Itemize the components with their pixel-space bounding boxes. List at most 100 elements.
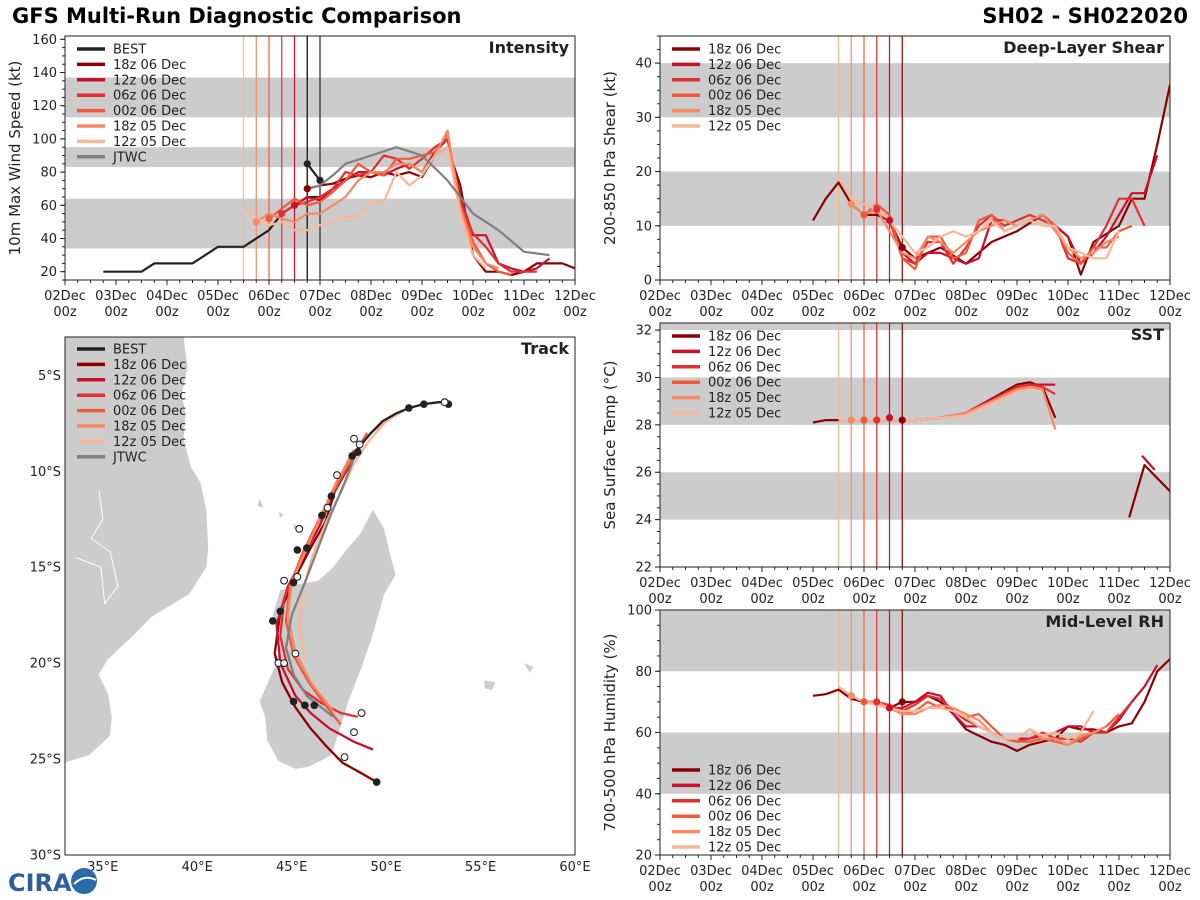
track-line-00z-06-dec: [284, 432, 369, 726]
sst-legend-label-00z-06-dec: 00z 06 Dec: [708, 376, 781, 391]
intensity-xtick-label: 06Dec: [248, 289, 290, 304]
track-position-dot: [420, 400, 428, 408]
intensity-xtick-label: 12Dec: [554, 289, 596, 304]
rh-xtick-label: 00z: [1158, 880, 1182, 895]
island-0: [257, 498, 264, 508]
sst-init-dot-00z-06-dec: [860, 416, 868, 424]
intensity-legend-label-12z-06-dec: 12z 06 Dec: [113, 73, 186, 88]
sst-xtick-label: 00z: [1005, 592, 1029, 607]
rh-xtick-label: 04Dec: [741, 864, 783, 879]
sst-xtick-label: 00z: [699, 592, 723, 607]
track-ytick-label: 20°S: [30, 657, 61, 672]
shear-band-1: [660, 63, 1170, 118]
track-position-open-dot: [340, 753, 349, 762]
intensity-series-group: [103, 129, 575, 277]
track-xtick-label: 45°E: [276, 860, 307, 875]
shear-legend-label-06z-06-dec: 06z 06 Dec: [708, 73, 781, 88]
sst-series-group: [812, 381, 1170, 518]
track-position-dot: [276, 607, 285, 616]
track-position-dot: [268, 617, 277, 625]
rh-xtick-label: 08Dec: [945, 864, 987, 879]
track-xtick-label: 60°E: [559, 860, 590, 875]
rh-xtick-label: 10Dec: [1047, 864, 1089, 879]
sst-xtick-label: 00z: [1107, 592, 1131, 607]
intensity-panel: 2040608010012014016002Dec00z03Dec00z04De…: [6, 33, 596, 320]
sst-ytick-label: 32: [635, 324, 652, 339]
intensity-ytick-label: 40: [40, 232, 57, 247]
track-line-best: [351, 401, 449, 457]
sst-xtick-label: 05Dec: [792, 576, 834, 591]
sst-xtick-label: 02Dec: [639, 576, 681, 591]
rh-legend-label-06z-06-dec: 06z 06 Dec: [708, 794, 781, 809]
track-position-open-dot: [323, 503, 332, 512]
rh-ytick-label: 100: [627, 604, 652, 619]
track-legend-label-12z-06-dec: 12z 06 Dec: [113, 373, 186, 388]
track-position-open-dot: [280, 576, 289, 585]
track-xtick-label: 50°E: [370, 860, 401, 875]
rh-xtick-label: 02Dec: [639, 864, 681, 879]
shear-ytick-label: 0: [644, 274, 652, 289]
sst-xtick-label: 00z: [903, 592, 927, 607]
sst-xtick-label: 08Dec: [945, 576, 987, 591]
rh-xtick-label: 07Dec: [894, 864, 936, 879]
sst-legend-label-18z-06-dec: 18z 06 Dec: [708, 330, 781, 345]
sst-xtick-label: 12Dec: [1149, 576, 1191, 591]
shear-init-dot-18z-06-dec: [898, 243, 906, 252]
sst-xtick-label: 00z: [1158, 592, 1182, 607]
shear-init-dot-06z-06-dec: [873, 205, 881, 214]
track-position-dot: [353, 448, 362, 456]
rh-ytick-label: 60: [635, 726, 652, 741]
rh-legend-label-12z-05-dec: 12z 05 Dec: [708, 841, 781, 856]
rh-xtick-label: 00z: [801, 880, 825, 895]
track-position-open-dot: [295, 524, 304, 533]
intensity-xtick-label: 07Dec: [299, 289, 341, 304]
sst-xtick-label: 11Dec: [1098, 576, 1140, 591]
intensity-legend-label-12z-05-dec: 12z 05 Dec: [113, 135, 186, 150]
logo-swirl-icon: [73, 876, 97, 885]
intensity-legend-label-best: BEST: [113, 43, 146, 58]
rh-ytick-label: 20: [635, 849, 652, 864]
rh-xtick-label: 00z: [648, 880, 672, 895]
intensity-xtick-label: 05Dec: [197, 289, 239, 304]
shear-legend-label-18z-05-dec: 18z 05 Dec: [708, 104, 781, 119]
sst-xtick-label: 00z: [852, 592, 876, 607]
shear-xtick-label: 12Dec: [1149, 289, 1191, 304]
shear-legend-label-18z-06-dec: 18z 06 Dec: [708, 43, 781, 58]
track-title: Track: [521, 339, 569, 358]
rh-line-12z-05-dec-5: [837, 685, 1095, 740]
sst-legend-label-18z-05-dec: 18z 05 Dec: [708, 391, 781, 406]
intensity-xtick-label: 00z: [359, 305, 383, 320]
logo-globe-icon: [71, 868, 97, 894]
shear-legend-label-12z-06-dec: 12z 06 Dec: [708, 58, 781, 73]
intensity-title: Intensity: [489, 38, 570, 57]
intensity-xtick-label: 00z: [512, 305, 536, 320]
rh-xtick-label: 05Dec: [792, 864, 834, 879]
intensity-legend-label-00z-06-dec: 00z 06 Dec: [113, 104, 186, 119]
shear-ytick-label: 10: [635, 219, 652, 234]
track-position-open-dot: [333, 471, 341, 480]
intensity-xtick-label: 08Dec: [350, 289, 392, 304]
shear-ylabel: 200-850 hPa Shear (kt): [601, 71, 619, 245]
shear-panel: 01020304002Dec00z03Dec00z04Dec00z05Dec00…: [601, 35, 1191, 320]
shear-xtick-label: 03Dec: [690, 289, 732, 304]
intensity-xtick-label: 00z: [104, 305, 128, 320]
shear-init-dot-00z-06-dec: [860, 211, 868, 219]
rh-legend-label-00z-06-dec: 00z 06 Dec: [708, 810, 781, 825]
shear-xtick-label: 08Dec: [945, 289, 987, 304]
track-position-dot: [301, 701, 309, 710]
sst-xtick-label: 03Dec: [690, 576, 732, 591]
cira-logo: CIRA: [8, 868, 97, 897]
shear-xtick-label: 07Dec: [894, 289, 936, 304]
intensity-xtick-label: 11Dec: [503, 289, 545, 304]
island-1: [278, 511, 285, 518]
intensity-xtick-label: 04Dec: [146, 289, 188, 304]
sst-xtick-label: 04Dec: [741, 576, 783, 591]
rh-init-dot-18z-06-dec: [898, 698, 906, 706]
sst-init-dot-18z-06-dec: [898, 416, 906, 424]
intensity-line-06z-06-dec-4: [281, 137, 537, 273]
shear-line-18z-05-dec-4: [850, 203, 1120, 260]
figure-title: GFS Multi-Run Diagnostic Comparison: [12, 4, 461, 28]
